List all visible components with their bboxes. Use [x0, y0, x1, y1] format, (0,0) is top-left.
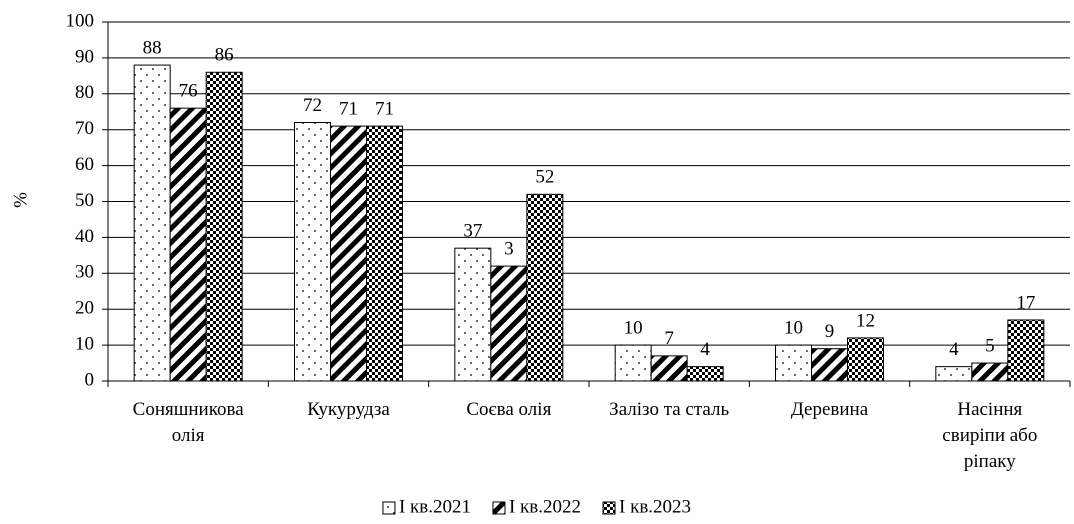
y-tick-label: 90 [75, 46, 94, 67]
y-tick-label: 70 [75, 118, 94, 139]
data-label: 4 [700, 339, 710, 360]
bar [526, 193, 564, 382]
y-tick-label: 80 [75, 82, 94, 103]
data-label: 17 [1016, 292, 1035, 313]
data-label: 4 [949, 339, 959, 360]
data-label: 9 [825, 321, 835, 342]
y-tick-label: 100 [66, 10, 95, 31]
bar [650, 355, 688, 382]
x-tick-label: Залізо та сталь [609, 399, 729, 420]
data-label: 76 [179, 81, 198, 102]
data-label: 12 [856, 310, 875, 331]
y-tick-label: 10 [75, 333, 94, 354]
x-tick-label: Соняшникова олія [133, 399, 245, 446]
y-tick-label: 0 [85, 369, 95, 390]
y-tick-label: 30 [75, 262, 94, 283]
data-label: 3 [504, 238, 514, 259]
legend-label: I кв.2022 [509, 496, 581, 517]
legend-label: I кв.2023 [619, 496, 691, 517]
legend-swatch [602, 501, 616, 515]
x-tick-label: Соєва олія [466, 399, 551, 420]
bar [811, 348, 848, 382]
bar [294, 122, 331, 382]
bar [686, 366, 724, 382]
bar [971, 362, 1009, 382]
bar [366, 125, 403, 382]
data-label: 7 [664, 328, 674, 349]
y-tick-label: 20 [75, 298, 94, 319]
data-label: 10 [784, 317, 803, 338]
bar [935, 366, 973, 382]
bar [775, 344, 812, 382]
y-axis-label: % [10, 192, 31, 208]
bar [169, 107, 207, 382]
data-label: 71 [375, 98, 394, 119]
data-label: 52 [535, 167, 554, 188]
data-label: 88 [143, 37, 162, 58]
x-tick-label: Деревина [791, 399, 869, 420]
legend-label: I кв.2021 [399, 496, 471, 517]
bar [847, 337, 884, 382]
legend-swatch [492, 501, 506, 515]
bar [1007, 319, 1045, 382]
bar [490, 265, 528, 382]
bar [205, 71, 243, 382]
y-tick-label: 60 [75, 154, 94, 175]
data-label: 71 [339, 98, 358, 119]
data-label: 72 [303, 95, 322, 116]
bar [133, 64, 171, 382]
data-label: 5 [985, 335, 995, 356]
bar [330, 125, 367, 382]
data-label: 10 [624, 317, 643, 338]
y-tick-label: 40 [75, 226, 94, 247]
x-tick-label: Насіння свиріпи або ріпаку [942, 399, 1037, 472]
data-label: 86 [215, 45, 234, 66]
y-tick-label: 50 [75, 190, 94, 211]
bar [614, 344, 652, 382]
legend-swatch [382, 501, 396, 515]
bar [454, 247, 492, 382]
x-tick-label: Кукурудза [307, 399, 390, 420]
data-label: 37 [463, 221, 482, 242]
